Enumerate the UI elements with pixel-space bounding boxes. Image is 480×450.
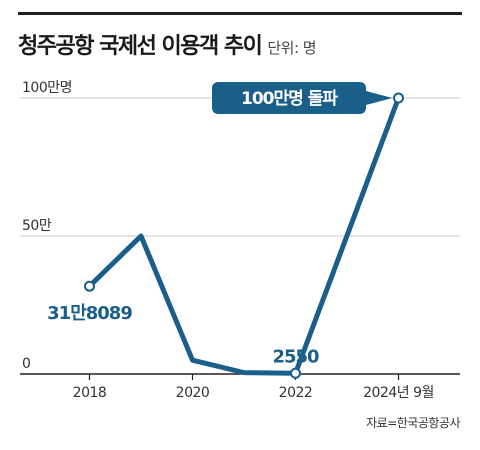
data-point-marker — [84, 280, 95, 292]
series-line — [87, 95, 401, 376]
y-tick-label: 0 — [22, 356, 30, 372]
chart-header: 청주공항 국제선 이용객 추이 단위: 명 — [18, 28, 317, 60]
chart-title: 청주공항 국제선 이용객 추이 — [18, 34, 263, 59]
data-label: 31만8089 — [47, 303, 132, 324]
x-tick-label: 2022 — [279, 385, 313, 401]
callout-text: 100만명 돌파 — [241, 89, 338, 109]
callout-pointer — [366, 91, 393, 105]
data-point-marker — [393, 92, 404, 104]
data-label: 2550 — [272, 346, 319, 367]
callout-box — [212, 82, 366, 114]
data-point-marker — [290, 367, 301, 379]
x-tick-label: 2020 — [176, 385, 210, 401]
y-tick-label: 50만 — [22, 218, 52, 234]
x-tick-label: 2024년 9월 — [363, 385, 434, 401]
top-rule — [18, 12, 462, 15]
source-note: 자료=한국공항공사 — [366, 416, 460, 430]
chart-unit: 단위: 명 — [267, 39, 317, 57]
x-tick-label: 2018 — [73, 385, 107, 401]
y-tick-label: 100만명 — [22, 80, 72, 96]
